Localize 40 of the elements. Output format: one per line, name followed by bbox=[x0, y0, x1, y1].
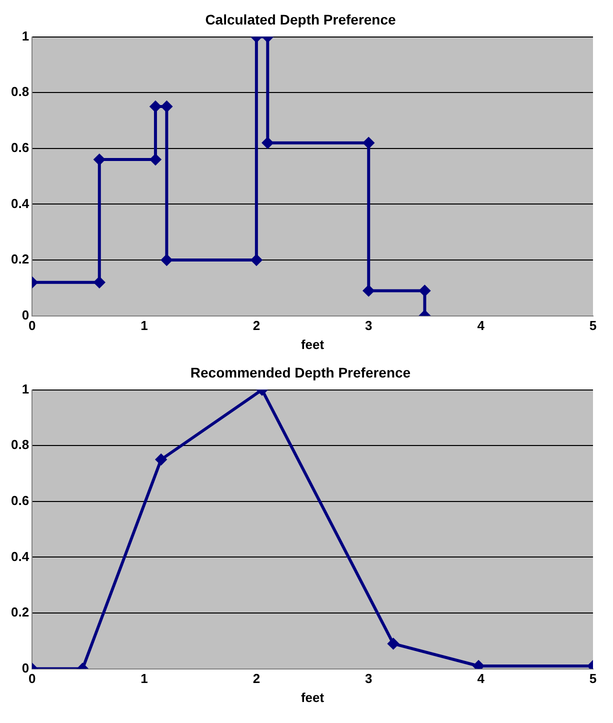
point bbox=[388, 638, 399, 650]
y-tick-label: 0 bbox=[22, 660, 30, 676]
y-tick-label: 0.6 bbox=[10, 492, 30, 508]
point bbox=[250, 254, 262, 266]
y-tick-label: 1 bbox=[22, 381, 30, 396]
x-axis-title: feet bbox=[300, 336, 325, 352]
x-tick-label: 4 bbox=[477, 318, 486, 334]
chart-title: Recommended Depth Preference bbox=[190, 364, 411, 380]
chart-title: Calculated Depth Preference bbox=[205, 11, 396, 28]
y-tick-label: 0.8 bbox=[10, 84, 30, 100]
y-tick-label: 0.6 bbox=[10, 140, 30, 155]
y-tick-label: 0.8 bbox=[10, 437, 30, 452]
point bbox=[94, 154, 105, 166]
y-tick-label: 1 bbox=[22, 28, 30, 44]
x-tick-label: 1 bbox=[140, 671, 148, 686]
point bbox=[161, 101, 172, 112]
point bbox=[94, 276, 105, 288]
x-axis-title: feet bbox=[300, 690, 325, 705]
x-tick-label: 1 bbox=[140, 318, 148, 334]
point bbox=[363, 137, 374, 148]
point bbox=[363, 285, 374, 296]
point bbox=[156, 454, 167, 466]
y-tick-label: 0.4 bbox=[10, 196, 30, 211]
x-tick-label: 2 bbox=[252, 318, 260, 334]
y-tick-label: 0.2 bbox=[10, 252, 30, 267]
point bbox=[473, 660, 484, 669]
x-tick-label: 3 bbox=[365, 671, 372, 686]
point bbox=[150, 154, 161, 166]
y-tick-label: 0.4 bbox=[10, 548, 30, 564]
x-tick-label: 3 bbox=[365, 318, 372, 334]
x-tick-label: 2 bbox=[252, 671, 260, 686]
y-tick-label: 0 bbox=[22, 307, 30, 322]
y-tick-label: 0.2 bbox=[10, 604, 30, 620]
point bbox=[161, 254, 172, 266]
point bbox=[419, 285, 430, 296]
point bbox=[150, 101, 161, 112]
x-tick-label: 5 bbox=[589, 671, 597, 686]
point bbox=[262, 137, 274, 148]
x-tick-label: 5 bbox=[589, 318, 597, 334]
x-tick-label: 4 bbox=[477, 671, 486, 686]
